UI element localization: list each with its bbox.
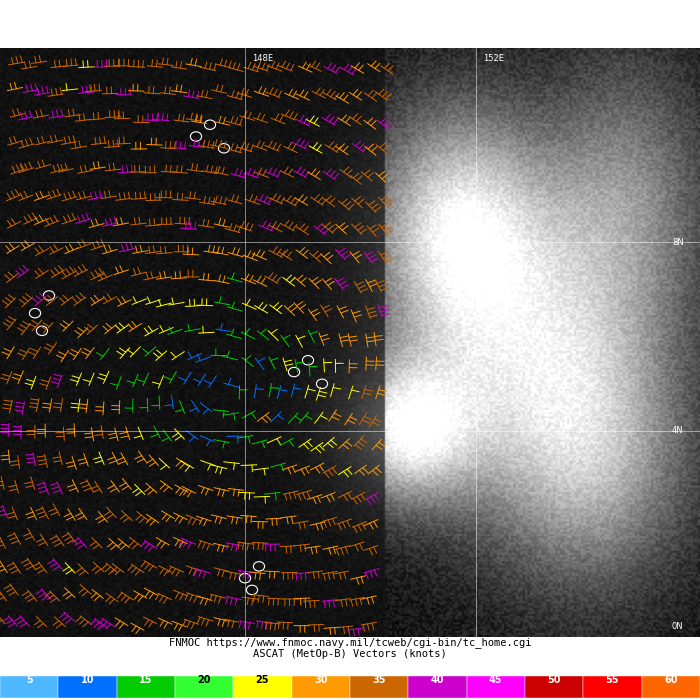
FancyBboxPatch shape: [642, 676, 700, 698]
Text: 4N: 4N: [672, 426, 684, 435]
FancyBboxPatch shape: [350, 676, 408, 698]
Text: 20: 20: [197, 675, 211, 685]
Text: 50: 50: [547, 675, 561, 685]
Text: 40: 40: [430, 675, 444, 685]
Text: 0N: 0N: [672, 622, 684, 631]
FancyBboxPatch shape: [0, 676, 58, 698]
FancyBboxPatch shape: [408, 676, 467, 698]
Text: 45: 45: [489, 675, 503, 685]
FancyBboxPatch shape: [175, 676, 233, 698]
FancyBboxPatch shape: [233, 676, 292, 698]
Text: 10: 10: [80, 675, 94, 685]
Text: 25: 25: [256, 675, 270, 685]
Text: 15: 15: [139, 675, 153, 685]
Text: ASCAT (MetOp-B) Vectors (knots): ASCAT (MetOp-B) Vectors (knots): [253, 649, 447, 659]
FancyBboxPatch shape: [525, 676, 583, 698]
Text: 35: 35: [372, 675, 386, 685]
Text: 60: 60: [664, 675, 678, 685]
Text: 148E: 148E: [252, 54, 273, 63]
Text: FNMOC https://www.fnmoc.navy.mil/tcweb/cgi-bin/tc_home.cgi: FNMOC https://www.fnmoc.navy.mil/tcweb/c…: [169, 637, 531, 648]
FancyBboxPatch shape: [58, 676, 117, 698]
FancyBboxPatch shape: [583, 676, 642, 698]
Text: 8N: 8N: [672, 238, 684, 247]
FancyBboxPatch shape: [467, 676, 525, 698]
Text: 30: 30: [314, 675, 328, 685]
Text: 152E: 152E: [483, 54, 504, 63]
FancyBboxPatch shape: [117, 676, 175, 698]
Text: 04/06/22 0000Z  95W INVEST 1010mb 15kts
04/06/22 0012Z  ASCAT MetOp-B 25km
04/06: 04/06/22 0000Z 95W INVEST 1010mb 15kts 0…: [7, 7, 241, 46]
FancyBboxPatch shape: [292, 676, 350, 698]
Text: 5: 5: [26, 675, 32, 685]
Text: 55: 55: [606, 675, 620, 685]
